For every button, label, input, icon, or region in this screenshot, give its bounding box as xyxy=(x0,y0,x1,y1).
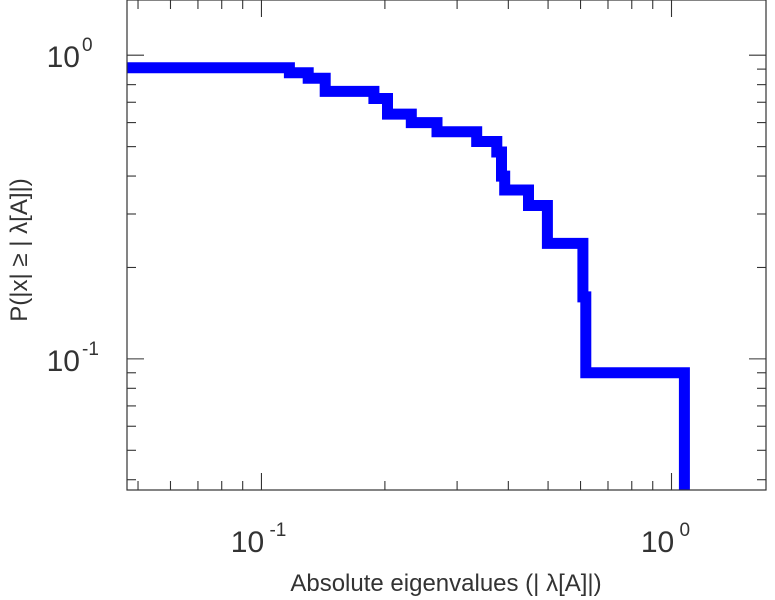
y-axis-label: P(|x| ≥ | λ[A]|) xyxy=(6,178,33,321)
x-axis-label: Absolute eigenvalues (| λ[A]|) xyxy=(290,570,601,597)
series-line-0 xyxy=(127,62,690,490)
y-tick-label: 10 xyxy=(47,41,80,74)
plot-frame xyxy=(126,0,767,491)
minor-ticks xyxy=(127,0,766,490)
y-tick-label: 10 xyxy=(47,345,80,378)
y-tick-exponent: 0 xyxy=(82,35,93,56)
x-tick-exponent: -1 xyxy=(269,520,286,541)
plot-area xyxy=(127,0,766,490)
x-tick-label: 10 xyxy=(641,526,674,559)
tick-labels: 10 -1 10 010 -110 0 xyxy=(47,35,690,559)
y-tick-exponent: -1 xyxy=(82,339,99,360)
x-tick-label: 10 xyxy=(231,526,264,559)
major-ticks xyxy=(127,0,766,490)
series-layer xyxy=(127,62,690,490)
x-tick-exponent: 0 xyxy=(680,520,691,541)
